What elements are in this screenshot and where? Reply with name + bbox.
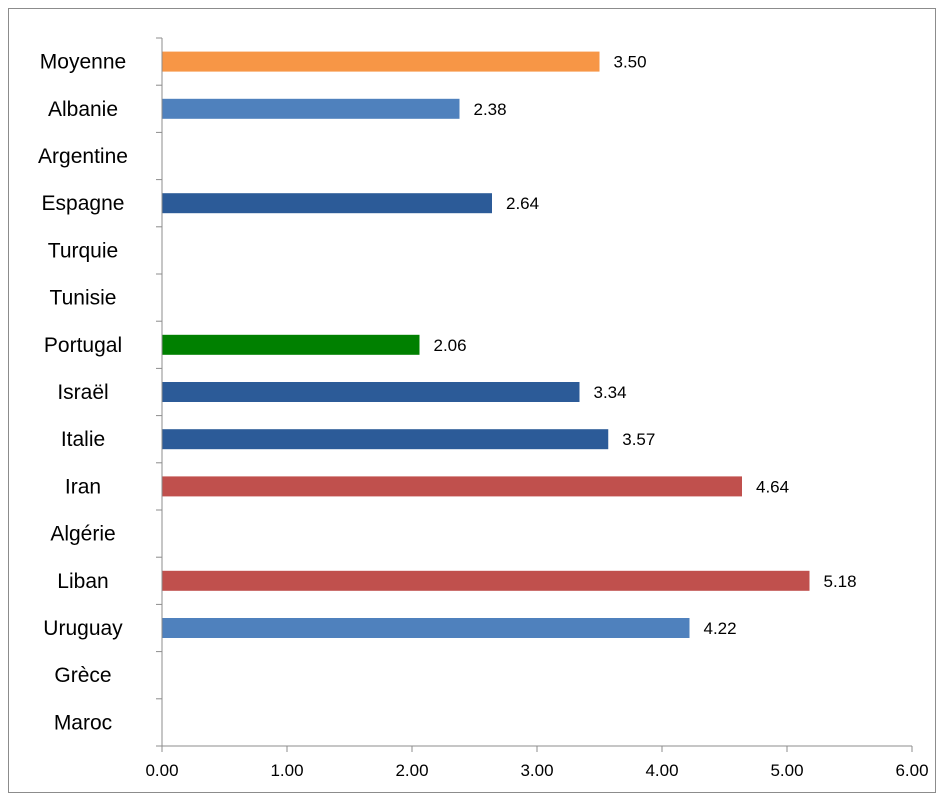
bar bbox=[162, 618, 690, 638]
category-label: Israël bbox=[57, 381, 108, 404]
category-label: Grèce bbox=[54, 664, 111, 687]
bar bbox=[162, 51, 600, 72]
bar bbox=[162, 429, 609, 450]
category-label: Italie bbox=[61, 428, 105, 451]
data-label: 3.34 bbox=[594, 383, 627, 402]
bar-chart: 0.00 1.00 2.00 3.00 4.00 5.00 6.00 Moyenne 3.50 A… bbox=[38, 37, 929, 780]
x-tick-label: 5.00 bbox=[770, 761, 803, 780]
category-label: Portugal bbox=[44, 334, 122, 357]
category-label: Espagne bbox=[42, 192, 125, 215]
data-label: 3.57 bbox=[622, 430, 655, 449]
x-tick-label: 6.00 bbox=[895, 761, 928, 780]
bar bbox=[162, 334, 420, 355]
bar bbox=[162, 476, 742, 497]
bar bbox=[162, 193, 492, 214]
category-label: Tunisie bbox=[50, 287, 117, 310]
x-tick-label: 1.00 bbox=[270, 761, 303, 780]
data-label: 2.64 bbox=[506, 194, 539, 213]
data-label: 4.64 bbox=[756, 477, 789, 496]
x-tick-label: 3.00 bbox=[520, 761, 553, 780]
category-label: Albanie bbox=[48, 98, 118, 121]
category-label: Maroc bbox=[54, 711, 112, 734]
chart-frame: 0.00 1.00 2.00 3.00 4.00 5.00 6.00 Moyenne 3.50 A… bbox=[8, 8, 936, 793]
bar bbox=[162, 570, 810, 591]
category-label: Algérie bbox=[50, 523, 115, 546]
data-label: 5.18 bbox=[824, 572, 857, 591]
category-label: Argentine bbox=[38, 145, 128, 168]
category-label: Turquie bbox=[48, 239, 118, 262]
bar bbox=[162, 98, 460, 119]
category-label: Iran bbox=[65, 475, 101, 498]
x-tick-label: 2.00 bbox=[395, 761, 428, 780]
category-label: Moyenne bbox=[40, 51, 126, 74]
bar bbox=[162, 382, 580, 402]
data-label: 4.22 bbox=[704, 619, 737, 638]
x-tick-label: 4.00 bbox=[645, 761, 678, 780]
data-label: 3.50 bbox=[614, 53, 647, 72]
data-label: 2.06 bbox=[434, 336, 467, 355]
category-label: Uruguay bbox=[43, 617, 123, 640]
x-tick-label: 0.00 bbox=[145, 761, 178, 780]
category-label: Liban bbox=[57, 570, 108, 593]
data-label: 2.38 bbox=[474, 100, 507, 119]
